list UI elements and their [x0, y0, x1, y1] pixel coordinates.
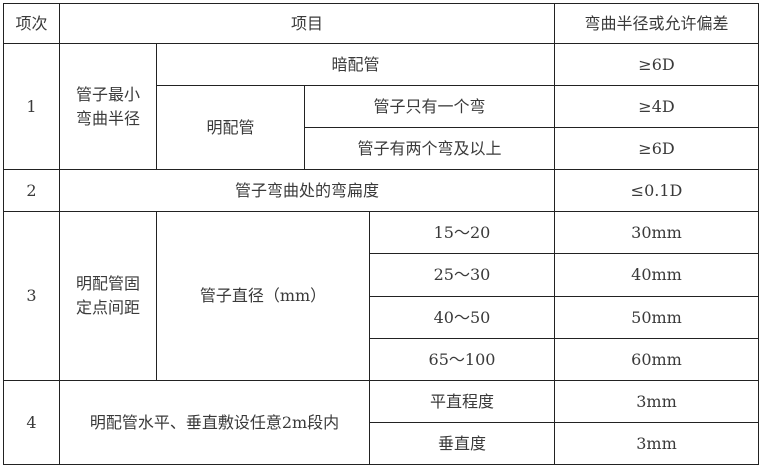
row1-one-bend: 管子只有一个弯 [304, 85, 555, 128]
row2-item: 管子弯曲处的弯扁度 [59, 169, 555, 212]
row2-value: ≤0.1D [554, 169, 759, 212]
header-index: 项次 [3, 3, 60, 44]
row1-concealed: 暗配管 [156, 43, 555, 86]
row4-verticality-value: 3mm [554, 422, 759, 465]
row2-index: 2 [3, 169, 60, 212]
row4-straightness: 平直程度 [369, 380, 555, 423]
row3-value: 40mm [554, 253, 759, 297]
row4-item: 明配管水平、垂直敷设任意2m段内 [59, 380, 370, 465]
row4-verticality: 垂直度 [369, 422, 555, 465]
row3-range: 25～30 [369, 253, 555, 297]
row1-category: 管子最小弯曲半径 [59, 43, 157, 170]
header-value: 弯曲半径或允许偏差 [554, 3, 759, 44]
row3-sub: 管子直径（mm） [156, 211, 370, 381]
row1-index: 1 [3, 43, 60, 170]
row4-straightness-value: 3mm [554, 380, 759, 423]
row3-value: 60mm [554, 338, 759, 381]
row4-index: 4 [3, 380, 60, 465]
row1-two-bends: 管子有两个弯及以上 [304, 127, 555, 170]
row3-category: 明配管固定点间距 [59, 211, 157, 381]
row3-value: 30mm [554, 211, 759, 254]
row1-one-bend-value: ≥4D [554, 85, 759, 128]
row3-index: 3 [3, 211, 60, 381]
row3-range: 40～50 [369, 296, 555, 339]
row3-range: 65～100 [369, 338, 555, 381]
row1-exposed: 明配管 [156, 85, 305, 170]
row1-two-bends-value: ≥6D [554, 127, 759, 170]
header-item: 项目 [59, 3, 555, 44]
row1-concealed-value: ≥6D [554, 43, 759, 86]
row3-value: 50mm [554, 296, 759, 339]
row3-range: 15～20 [369, 211, 555, 254]
